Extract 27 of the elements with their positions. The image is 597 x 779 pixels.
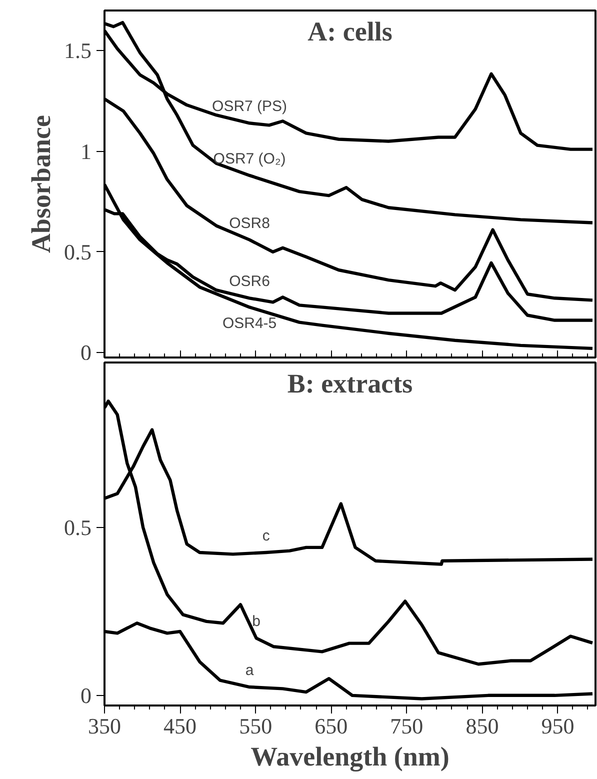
x-tick-label: 850 — [466, 714, 499, 738]
x-tick-label: 650 — [314, 714, 348, 738]
series-label: OSR4-5 — [222, 315, 277, 332]
y-tick-label: 1.5 — [64, 38, 92, 64]
y-axis-title: Absorbance — [26, 114, 56, 254]
chart-title: A: cells — [308, 16, 392, 46]
y-tick-label: 0 — [80, 340, 92, 365]
line-series — [104, 97, 594, 302]
x-tick-label: 450 — [164, 714, 197, 738]
chart-title: B: extracts — [287, 368, 413, 398]
x-tick-label: 550 — [239, 714, 272, 738]
x-tick-label: 950 — [541, 714, 574, 738]
series-label: OSR7 (PS) — [212, 98, 288, 116]
y-tick-label: 0.5 — [64, 514, 92, 540]
y-tick-label: 1 — [80, 138, 92, 164]
x-tick-label: 750 — [390, 714, 424, 738]
line-series — [104, 182, 594, 350]
series-label: c — [262, 527, 270, 544]
x-axis-title: Wavelength (nm) — [250, 742, 450, 772]
y-tick-label: 0 — [80, 682, 92, 708]
series-label: OSR6 — [229, 273, 270, 290]
y-tick-label: 0.5 — [64, 239, 92, 264]
series-label: OSR8 — [229, 214, 270, 232]
series-label: b — [252, 613, 261, 630]
series-label: OSR7 (O₂) — [213, 150, 286, 168]
x-tick-label: 350 — [88, 714, 121, 738]
series-label: a — [245, 662, 254, 680]
